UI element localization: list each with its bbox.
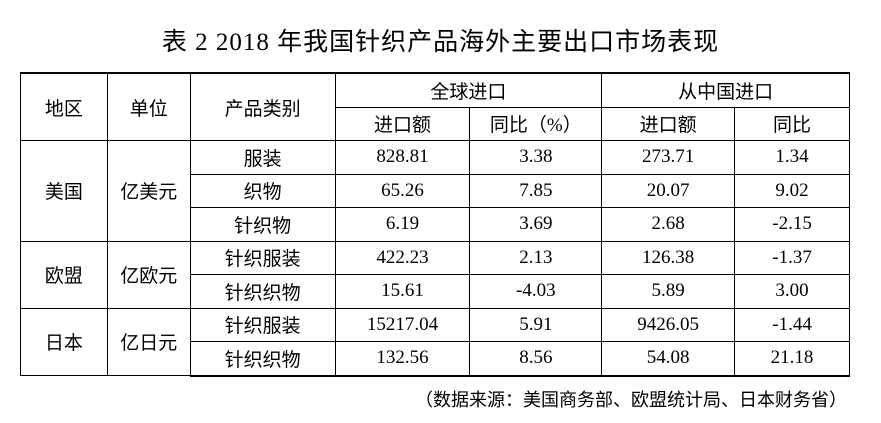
unit-cell: 亿美元 bbox=[106, 140, 191, 242]
table-body: 地区 单位 产品类别 全球进口 从中国进口 进口额 同比（%） 进口额 同比 美国 亿美元 服装 828… bbox=[20, 72, 850, 377]
value-cell: 2.68 bbox=[601, 207, 736, 242]
unit-cell: 亿欧元 bbox=[106, 240, 191, 309]
value-cell: 5.91 bbox=[469, 307, 603, 342]
category-cell: 针织服装 bbox=[189, 307, 336, 342]
header-cell: 同比 bbox=[734, 106, 850, 141]
region-cell: 欧盟 bbox=[20, 240, 108, 309]
value-cell: 6.19 bbox=[334, 207, 471, 242]
value-cell: 5.89 bbox=[601, 274, 736, 309]
value-cell: 7.85 bbox=[469, 173, 603, 208]
source-note: （数据来源：美国商务部、欧盟统计局、日本财务省） bbox=[415, 390, 847, 410]
header-row: 进口额 同比（%） 进口额 同比 bbox=[21, 106, 850, 141]
data-row: 针织织物 132.56 8.56 54.08 21.18 bbox=[21, 341, 850, 377]
data-row: 日本 亿日元 针织服装 15217.04 5.91 9426.05 -1.44 bbox=[20, 307, 850, 376]
value-cell: 15.61 bbox=[334, 274, 471, 309]
value-cell: 828.81 bbox=[334, 140, 471, 175]
category-cell: 针织服装 bbox=[189, 240, 336, 275]
value-cell: -1.37 bbox=[734, 240, 850, 275]
data-table: 地区 单位 产品类别 全球进口 从中国进口 进口额 同比（%） 进口额 同比 美国 亿美元 服装 828… bbox=[20, 72, 850, 377]
value-cell: 126.38 bbox=[601, 240, 736, 275]
header-row: 地区 单位 产品类别 全球进口 从中国进口 bbox=[20, 72, 850, 141]
header-cell: 进口额 bbox=[601, 106, 736, 141]
header-cell: 进口额 bbox=[334, 106, 471, 141]
region-cell: 日本 bbox=[20, 307, 108, 376]
data-row: 美国 亿美元 服装 828.81 3.38 273.71 1.34 bbox=[20, 140, 850, 242]
value-cell: 20.07 bbox=[601, 173, 736, 208]
table-title: 表 2 2018 年我国针织产品海外主要出口市场表现 bbox=[161, 29, 720, 56]
value-cell: 9.02 bbox=[734, 173, 850, 208]
value-cell: 1.34 bbox=[734, 140, 850, 175]
data-row: 欧盟 亿欧元 针织服装 422.23 2.13 126.38 -1.37 bbox=[20, 240, 850, 309]
data-row: 织物 65.26 7.85 20.07 9.02 bbox=[21, 173, 850, 208]
value-cell: 3.69 bbox=[469, 207, 603, 242]
value-cell: 15217.04 bbox=[334, 307, 471, 342]
value-cell: 21.18 bbox=[734, 341, 850, 377]
category-cell: 织物 bbox=[189, 173, 336, 208]
value-cell: 3.00 bbox=[734, 274, 850, 309]
category-cell: 针织物 bbox=[189, 207, 336, 242]
header-cell: 同比（%） bbox=[469, 106, 603, 141]
value-cell: 132.56 bbox=[334, 341, 471, 377]
value-cell: 54.08 bbox=[601, 341, 736, 377]
value-cell: -4.03 bbox=[469, 274, 603, 309]
header-cell: 产品类别 bbox=[189, 72, 336, 141]
value-cell: 8.56 bbox=[469, 341, 603, 377]
category-cell: 服装 bbox=[189, 140, 336, 175]
value-cell: 422.23 bbox=[334, 240, 471, 275]
value-cell: 273.71 bbox=[601, 140, 736, 175]
header-cell: 地区 bbox=[20, 72, 108, 141]
value-cell: 2.13 bbox=[469, 240, 603, 275]
header-cell: 全球进口 bbox=[334, 72, 603, 108]
value-cell: -1.44 bbox=[734, 307, 850, 342]
category-cell: 针织织物 bbox=[189, 274, 336, 309]
unit-cell: 亿日元 bbox=[106, 307, 191, 376]
region-cell: 美国 bbox=[20, 140, 108, 242]
category-cell: 针织织物 bbox=[189, 341, 336, 377]
header-cell: 从中国进口 bbox=[601, 72, 850, 108]
data-row: 针织物 6.19 3.69 2.68 -2.15 bbox=[21, 207, 850, 242]
header-cell: 单位 bbox=[106, 72, 191, 141]
value-cell: 9426.05 bbox=[601, 307, 736, 342]
data-row: 针织织物 15.61 -4.03 5.89 3.00 bbox=[21, 274, 850, 309]
value-cell: -2.15 bbox=[734, 207, 850, 242]
value-cell: 65.26 bbox=[334, 173, 471, 208]
value-cell: 3.38 bbox=[469, 140, 603, 175]
